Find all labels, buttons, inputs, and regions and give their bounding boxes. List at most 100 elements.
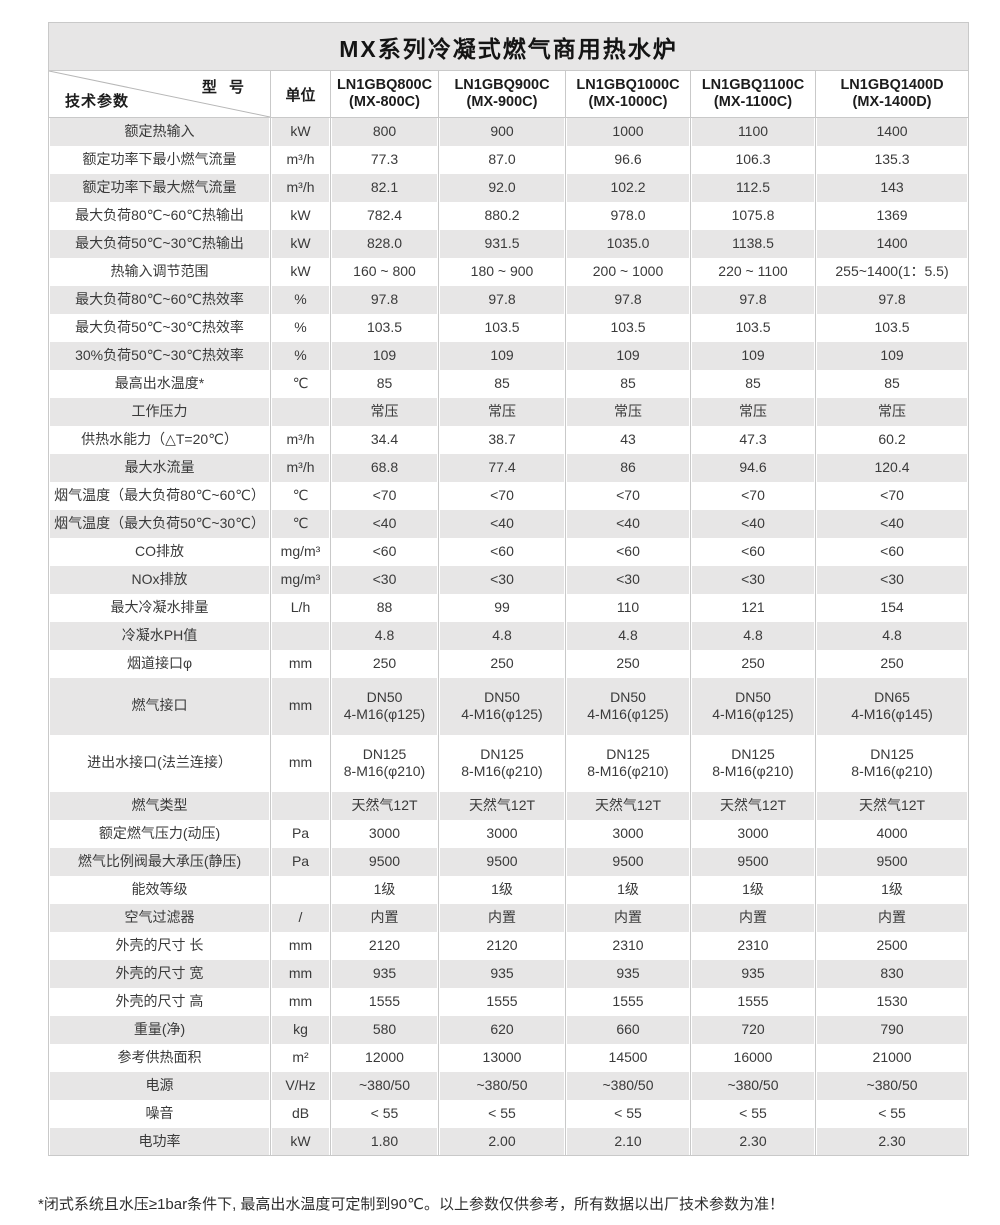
table-row: 额定燃气压力(动压) Pa 3000 3000 3000 3000 4000 xyxy=(48,819,970,848)
value-cell: 85 xyxy=(690,369,816,398)
unit-cell: V/Hz xyxy=(270,1071,331,1100)
model-column-header: LN1GBQ1100C (MX-1100C) xyxy=(690,70,816,118)
value-cell: 97.8 xyxy=(565,285,691,314)
value-cell: 103.5 xyxy=(438,313,566,342)
value-cell: 2120 xyxy=(438,931,566,960)
unit-cell: L/h xyxy=(270,593,331,622)
value-cell: DN50 4-M16(φ125) xyxy=(690,677,816,735)
param-name-cell: 30%负荷50℃~30℃热效率 xyxy=(48,341,271,370)
table-row: 燃气比例阀最大承压(静压) Pa 9500 9500 9500 9500 9500 xyxy=(48,847,970,876)
unit-cell xyxy=(270,621,331,650)
value-cell: 935 xyxy=(690,959,816,988)
value-cell: 4.8 xyxy=(438,621,566,650)
value-cell: 2.00 xyxy=(438,1127,566,1156)
value-cell: 1555 xyxy=(690,987,816,1016)
value-cell: 内置 xyxy=(565,903,691,932)
value-cell: 935 xyxy=(330,959,439,988)
table-row: 燃气类型 天然气12T 天然气12T 天然气12T 天然气12T 天然气12T xyxy=(48,791,970,820)
model-column-header: LN1GBQ900C (MX-900C) xyxy=(438,70,566,118)
table-row: 电功率 kW 1.80 2.00 2.10 2.30 2.30 xyxy=(48,1127,970,1156)
unit-cell: ℃ xyxy=(270,509,331,538)
table-row: 烟道接口φ mm 250 250 250 250 250 xyxy=(48,649,970,678)
table-row: 热输入调节范围 kW 160 ~ 800 180 ~ 900 200 ~ 1000 220… xyxy=(48,257,970,286)
param-name-cell: 参考供热面积 xyxy=(48,1043,271,1072)
table-row: 外壳的尺寸 长 mm 2120 2120 2310 2310 2500 xyxy=(48,931,970,960)
table-row: 供热水能力（△T=20℃） m³/h 34.4 38.7 43 47.3 60.2 xyxy=(48,425,970,454)
value-cell: 内置 xyxy=(330,903,439,932)
value-cell: 109 xyxy=(330,341,439,370)
value-cell: 103.5 xyxy=(565,313,691,342)
table-row: 燃气接口 mm DN50 4-M16(φ125) DN50 4-M16(φ125) DN… xyxy=(48,677,970,735)
value-cell: DN65 4-M16(φ145) xyxy=(814,677,970,735)
value-cell: <30 xyxy=(438,565,566,594)
value-cell: 143 xyxy=(814,173,970,202)
param-name-cell: NOx排放 xyxy=(48,565,271,594)
value-cell: <70 xyxy=(690,481,816,510)
value-cell: <60 xyxy=(438,537,566,566)
value-cell: 3000 xyxy=(438,819,566,848)
value-cell: <70 xyxy=(565,481,691,510)
unit-cell: m³/h xyxy=(270,173,331,202)
value-cell: 常压 xyxy=(565,397,691,426)
value-cell: <40 xyxy=(690,509,816,538)
value-cell: 2.10 xyxy=(565,1127,691,1156)
spec-table: MX系列冷凝式燃气商用热水炉 型 号 技术参数 单位 LN1GBQ800C (MX… xyxy=(47,22,970,1156)
param-name-cell: 重量(净) xyxy=(48,1015,271,1044)
table-row: 最大冷凝水排量 L/h 88 99 110 121 154 xyxy=(48,593,970,622)
value-cell: 250 xyxy=(814,649,970,678)
unit-cell: kW xyxy=(270,117,331,146)
value-cell: 14500 xyxy=(565,1043,691,1072)
param-name-cell: 最大负荷50℃~30℃热效率 xyxy=(48,313,271,342)
param-name-cell: 热输入调节范围 xyxy=(48,257,271,286)
value-cell: ~380/50 xyxy=(690,1071,816,1100)
table-row: 烟气温度（最大负荷80℃~60℃） ℃ <70 <70 <70 <70 <70 xyxy=(48,481,970,510)
value-cell: 660 xyxy=(565,1015,691,1044)
value-cell: 天然气12T xyxy=(814,791,970,820)
value-cell: 102.2 xyxy=(565,173,691,202)
value-cell: 内置 xyxy=(690,903,816,932)
table-row: 最大负荷80℃~60℃热输出 kW 782.4 880.2 978.0 1075.8 136… xyxy=(48,201,970,230)
value-cell: 85 xyxy=(565,369,691,398)
table-row: 参考供热面积 m² 12000 13000 14500 16000 21000 xyxy=(48,1043,970,1072)
value-cell: 天然气12T xyxy=(690,791,816,820)
value-cell: ~380/50 xyxy=(565,1071,691,1100)
value-cell: ~380/50 xyxy=(330,1071,439,1100)
value-cell: 103.5 xyxy=(690,313,816,342)
value-cell: 68.8 xyxy=(330,453,439,482)
value-cell: 103.5 xyxy=(814,313,970,342)
unit-cell: % xyxy=(270,341,331,370)
table-row: 外壳的尺寸 高 mm 1555 1555 1555 1555 1530 xyxy=(48,987,970,1016)
param-name-cell: 燃气类型 xyxy=(48,791,271,820)
value-cell: 内置 xyxy=(814,903,970,932)
value-cell: 250 xyxy=(565,649,691,678)
unit-cell: dB xyxy=(270,1099,331,1128)
value-cell: DN125 8-M16(φ210) xyxy=(814,734,970,792)
model-column-header: LN1GBQ1400D (MX-1400D) xyxy=(814,70,970,118)
value-cell: 250 xyxy=(690,649,816,678)
param-name-cell: CO排放 xyxy=(48,537,271,566)
value-cell: 1000 xyxy=(565,117,691,146)
unit-cell xyxy=(270,791,331,820)
value-cell: <70 xyxy=(330,481,439,510)
value-cell: 85 xyxy=(330,369,439,398)
value-cell: 2120 xyxy=(330,931,439,960)
value-cell: <30 xyxy=(565,565,691,594)
unit-cell xyxy=(270,397,331,426)
value-cell: 121 xyxy=(690,593,816,622)
param-name-cell: 电功率 xyxy=(48,1127,271,1156)
value-cell: 97.8 xyxy=(330,285,439,314)
unit-cell: mg/m³ xyxy=(270,565,331,594)
value-cell: 47.3 xyxy=(690,425,816,454)
value-cell: 109 xyxy=(438,341,566,370)
value-cell: 4.8 xyxy=(690,621,816,650)
value-cell: <30 xyxy=(330,565,439,594)
param-name-cell: 进出水接口(法兰连接） xyxy=(48,734,271,792)
value-cell: 180 ~ 900 xyxy=(438,257,566,286)
param-name-cell: 烟气温度（最大负荷50℃~30℃） xyxy=(48,509,271,538)
value-cell: 720 xyxy=(690,1015,816,1044)
unit-cell: mm xyxy=(270,734,331,792)
value-cell: <40 xyxy=(814,509,970,538)
value-cell: 1075.8 xyxy=(690,201,816,230)
value-cell: 34.4 xyxy=(330,425,439,454)
corner-cell: 型 号 技术参数 xyxy=(48,70,271,118)
